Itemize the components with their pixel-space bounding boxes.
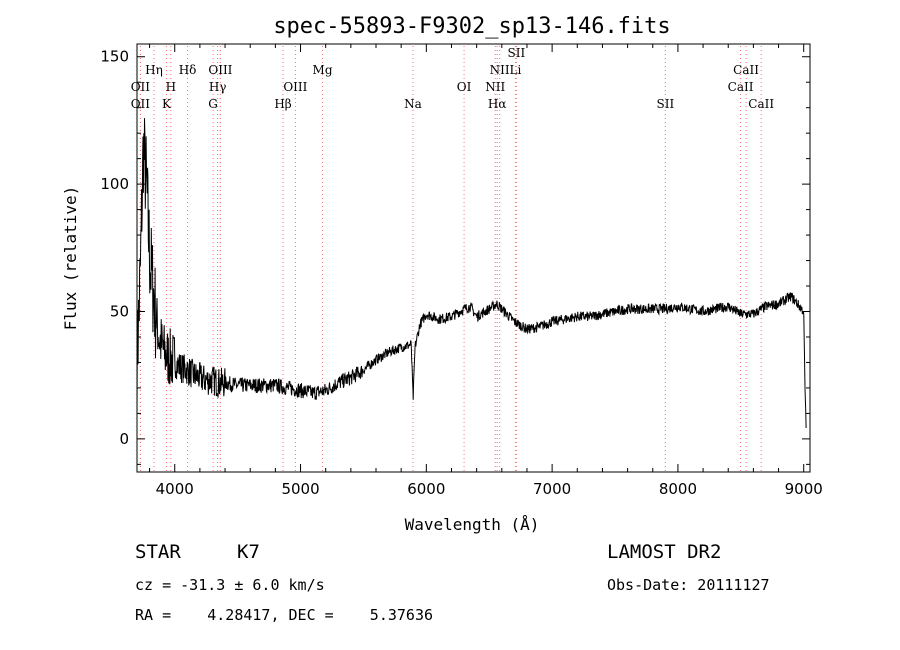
spectral-line-label: OI [457, 80, 472, 94]
y-tick-label: 150 [100, 48, 129, 66]
spectral-line-label: CaII [733, 63, 759, 77]
spectral-line-label: Hα [488, 97, 507, 111]
spectral-line-label: OII [131, 80, 151, 94]
spectral-line-label: Na [404, 97, 422, 111]
spectral-line-label: OIII [283, 80, 307, 94]
y-tick-label: 50 [110, 303, 129, 321]
coordinates-readout: RA = 4.28417, DEC = 5.37636 [135, 606, 434, 624]
plot-frame [136, 43, 811, 473]
x-tick-label: 9000 [785, 480, 823, 498]
spectral-line-label: CaII [728, 80, 754, 94]
y-tick-label: 0 [119, 430, 129, 448]
y-axis-label: Flux (relative) [61, 186, 80, 331]
spectral-line-label: OIII [208, 63, 232, 77]
spectral-line-label: Li [509, 63, 521, 77]
chart-title: spec-55893-F9302_sp13-146.fits [273, 14, 670, 39]
object-subclass: K7 [237, 541, 260, 563]
spectral-line-label: NII [490, 63, 510, 77]
spectral-line-label: Hδ [179, 63, 197, 77]
x-axis-ticks: 4000 5000 6000 7000 8000 9000 [149, 44, 823, 498]
spectral-line-label: G [208, 97, 218, 111]
spectral-line-label: H [166, 80, 176, 94]
x-tick-label: 5000 [281, 480, 319, 498]
spectral-line-label: Mg [313, 63, 333, 77]
observation-date: Obs-Date: 20111127 [607, 576, 770, 594]
y-axis-ticks: 0 50 100 150 [100, 48, 810, 465]
spectral-line-label: SII [656, 97, 674, 111]
spectral-line-label: K [162, 97, 172, 111]
spectral-line-label: Hη [145, 63, 163, 77]
y-tick-label: 100 [100, 175, 129, 193]
survey-name: LAMOST DR2 [607, 541, 722, 563]
spectral-line-label: NII [485, 80, 505, 94]
x-axis-label: Wavelength (Å) [405, 515, 540, 534]
x-tick-label: 8000 [659, 480, 697, 498]
x-tick-label: 6000 [407, 480, 445, 498]
redshift-readout: cz = -31.3 ± 6.0 km/s [135, 576, 325, 594]
spectral-line-label: OII [131, 97, 151, 111]
spectrum-line [136, 118, 807, 429]
spectral-line-label: Hγ [209, 80, 227, 94]
spectral-line-label: CaII [748, 97, 774, 111]
spectral-line-label: SII [508, 46, 526, 60]
spectral-line-label: Hβ [274, 97, 291, 111]
object-class: STAR [135, 541, 181, 563]
x-tick-label: 7000 [533, 480, 571, 498]
x-tick-label: 4000 [156, 480, 194, 498]
